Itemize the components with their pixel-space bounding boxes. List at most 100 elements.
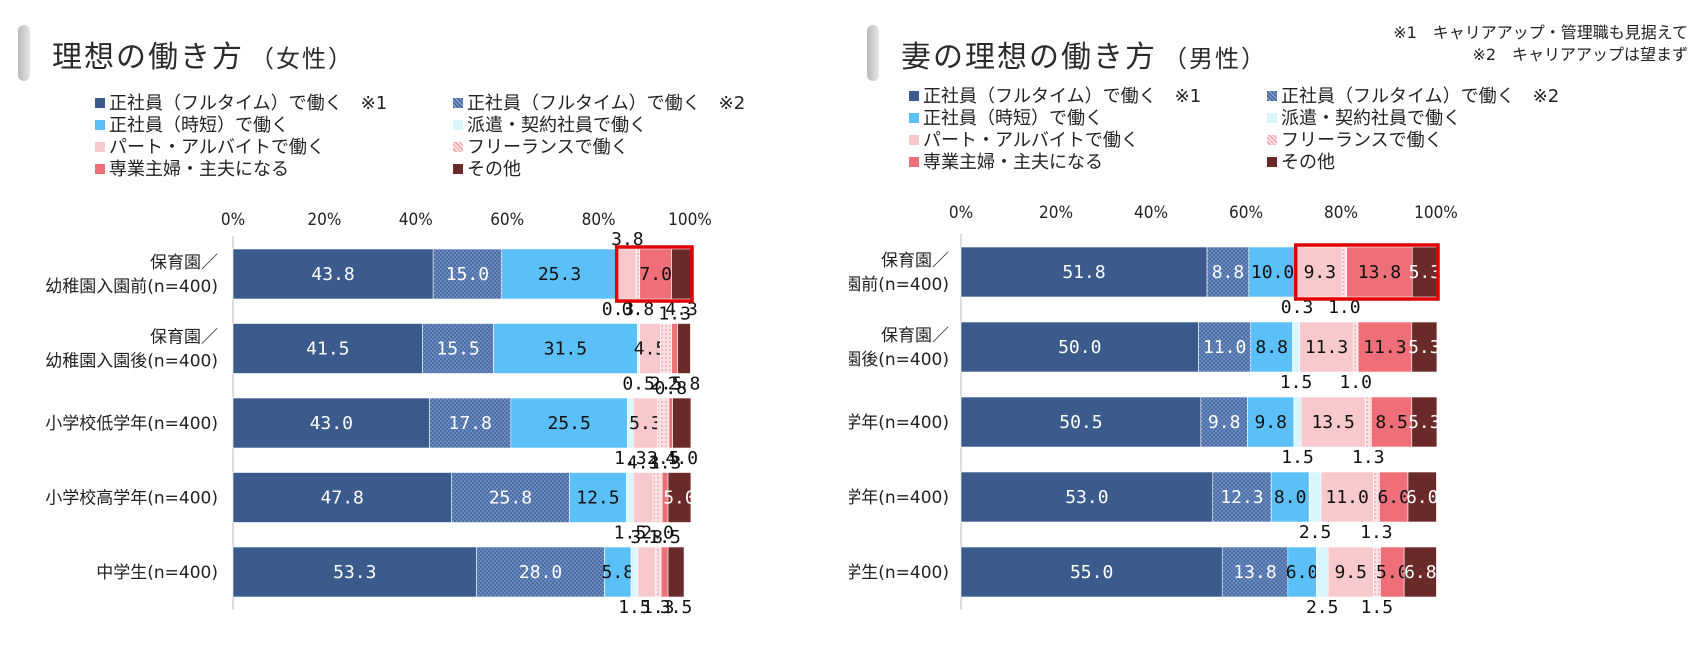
bar-segment xyxy=(501,248,618,300)
bar-segment xyxy=(429,397,512,449)
data-label: 11.3 xyxy=(1363,337,1406,358)
data-label: 4.0 xyxy=(666,448,699,469)
legend-label: その他 xyxy=(467,159,521,180)
legend-swatch xyxy=(453,164,463,174)
bar-segment xyxy=(637,546,656,598)
legend-label: パート・アルバイトで働く xyxy=(109,137,325,158)
bar-segment xyxy=(667,472,692,523)
bar-segment xyxy=(660,546,669,598)
data-label: 9.8 xyxy=(1254,412,1287,433)
bar-segment xyxy=(1407,471,1437,523)
data-label: 7.0 xyxy=(639,264,672,285)
data-label: 5.0 xyxy=(1376,562,1409,583)
bar-segment xyxy=(960,246,1208,298)
data-label: 5.3 xyxy=(629,413,662,434)
legend-label: 専業主婦・主夫になる xyxy=(923,152,1103,173)
data-label: 43.0 xyxy=(310,413,353,434)
data-label: 0.3 xyxy=(1281,297,1314,318)
legend-item: フリーランスで働く xyxy=(1267,129,1443,153)
bar-segment xyxy=(1293,396,1302,448)
data-label: 8.5 xyxy=(1375,412,1408,433)
bar-segment xyxy=(1341,246,1348,298)
title-accent-bar xyxy=(867,25,879,81)
bar-segment xyxy=(1308,471,1322,523)
legend-item: 正社員（フルタイム）で働く ※2 xyxy=(1267,85,1559,109)
legend-swatch xyxy=(909,113,919,123)
data-label: 1.3 xyxy=(642,597,675,618)
legend-item: パート・アルバイトで働く xyxy=(95,136,325,160)
bar-segment xyxy=(1299,321,1354,373)
bar-segment xyxy=(1379,471,1409,523)
bar-segment xyxy=(232,546,477,598)
bar-segment xyxy=(1206,246,1250,298)
bar-segment xyxy=(1411,321,1438,373)
bar-segment xyxy=(1198,321,1252,373)
data-label: 4.5 xyxy=(634,339,667,360)
data-label: 8.8 xyxy=(1212,262,1245,283)
bar-segment xyxy=(1248,246,1297,298)
category-label: 保育園／幼稚園入園後(n=400) xyxy=(849,326,949,370)
data-label: 12.5 xyxy=(576,488,619,509)
bar-segment xyxy=(493,323,638,374)
x-tick-label: 0% xyxy=(221,210,245,230)
legend-label: 専業主婦・主夫になる xyxy=(109,159,289,180)
bar-segment xyxy=(604,546,632,598)
bar-segment xyxy=(1300,396,1366,448)
data-label: 51.8 xyxy=(1062,262,1105,283)
data-label: 1.5 xyxy=(1361,597,1394,618)
data-label: 4.3 xyxy=(627,453,660,474)
chart-subtitle: （女性） xyxy=(250,45,354,73)
legend-label: 正社員（フルタイム）で働く ※2 xyxy=(1281,86,1560,107)
bar-segment xyxy=(1320,471,1374,523)
data-label: 8.8 xyxy=(1255,337,1288,358)
data-label: 0.3 xyxy=(602,299,635,320)
data-label: 1.0 xyxy=(1339,372,1372,393)
data-label: 50.5 xyxy=(1059,412,1102,433)
data-label: 0.5 xyxy=(622,374,655,395)
bar-segment xyxy=(1270,471,1310,523)
category-label: 保育園／幼稚園入園前(n=400) xyxy=(849,251,949,295)
data-label: 53.3 xyxy=(333,562,376,583)
category-label: 小学校低学年(n=400) xyxy=(45,414,218,434)
legend-item: 専業主婦・主夫になる xyxy=(909,151,1103,175)
data-label: 0.8 xyxy=(622,299,655,320)
data-label: 31.5 xyxy=(544,339,587,360)
x-tick-label: 0% xyxy=(949,203,973,223)
legend-swatch xyxy=(1267,113,1277,123)
bar-segment xyxy=(1364,396,1372,448)
footnote-1: ※1 キャリアアップ・管理職も見据えて xyxy=(1393,23,1688,42)
category-label: 小学校高学年(n=400) xyxy=(849,488,949,508)
data-label: 17.8 xyxy=(449,413,492,434)
bar-segment xyxy=(652,472,663,523)
bar-segment xyxy=(672,397,692,449)
legend-item: パート・アルバイトで働く xyxy=(909,129,1139,153)
data-label: 15.5 xyxy=(436,339,479,360)
footnotes: ※1 キャリアアップ・管理職も見据えて ※2 キャリアアップは望まず xyxy=(1393,22,1688,66)
bar-segment xyxy=(659,323,673,374)
data-label: 1.5 xyxy=(648,527,681,548)
bar-segment xyxy=(668,397,673,449)
data-label: 15.0 xyxy=(446,264,489,285)
category-label: 中学生(n=400) xyxy=(849,563,949,583)
x-tick-label: 20% xyxy=(307,210,341,230)
data-label: 9.8 xyxy=(1208,412,1241,433)
data-label: 0.8 xyxy=(655,378,688,399)
data-label: 11.0 xyxy=(1203,337,1246,358)
data-label: 1.5 xyxy=(1281,447,1314,468)
legend-swatch xyxy=(909,157,919,167)
bar-segment xyxy=(232,248,434,300)
data-label: 2.5 xyxy=(650,374,683,395)
legend-label: 派遣・契約社員で働く xyxy=(1281,108,1461,129)
legend-swatch xyxy=(453,142,463,152)
bar-segment xyxy=(1327,546,1374,598)
data-label: 41.5 xyxy=(306,339,349,360)
data-label: 3.5 xyxy=(660,597,693,618)
data-label: 25.8 xyxy=(489,488,532,509)
data-label: 2.8 xyxy=(668,374,701,395)
bar-segment xyxy=(1353,321,1359,373)
legend-item: 正社員（時短）で働く xyxy=(95,114,289,138)
data-label: 1.3 xyxy=(614,448,647,469)
data-label: 1.3 xyxy=(658,304,691,325)
legend-label: 正社員（時短）で働く xyxy=(923,108,1103,129)
legend-label: 正社員（フルタイム）で働く ※2 xyxy=(467,93,746,114)
